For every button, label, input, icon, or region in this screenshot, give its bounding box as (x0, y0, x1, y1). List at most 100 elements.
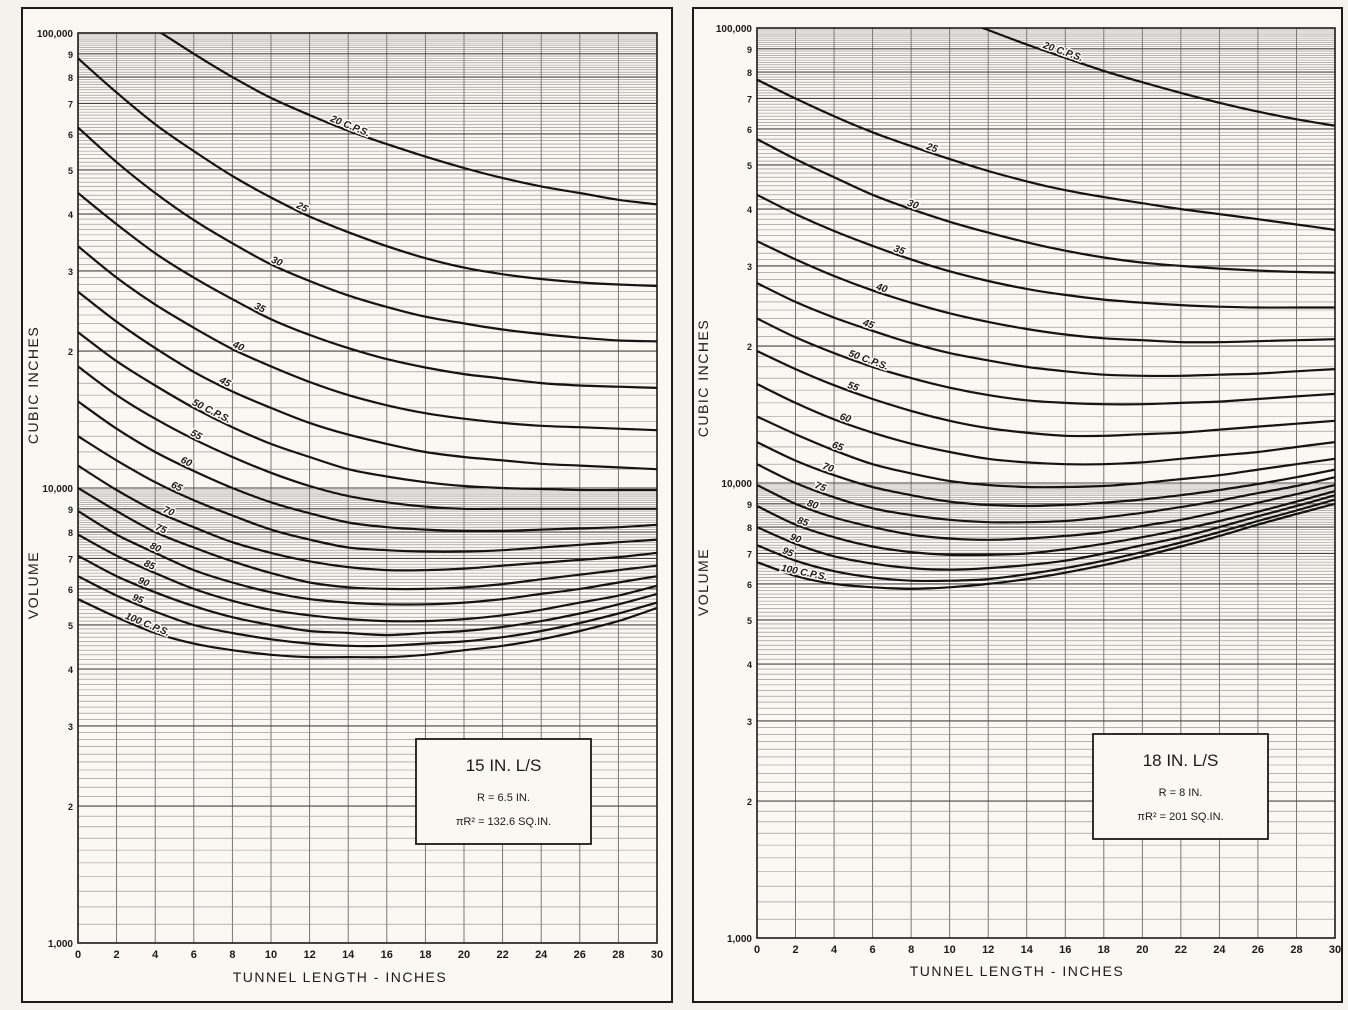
series-line-45 (757, 282, 1335, 378)
speaker-info-box: 18 IN. L/S R = 8 IN. πR² = 201 SQ.IN. (1092, 733, 1269, 840)
plot-area-border (756, 27, 1336, 939)
series-line-80 (757, 483, 1335, 541)
y-tick-label: 100,000 (716, 24, 753, 35)
y-tick-label: 3 (68, 722, 73, 732)
x-tick-label: 22 (496, 949, 508, 961)
series-line-65 (78, 435, 657, 553)
x-tick-label: 6 (191, 949, 197, 961)
series-line-30 (78, 126, 657, 343)
series-line-70 (78, 464, 657, 572)
series-line-60 (78, 400, 657, 533)
series-line-55 (78, 365, 657, 511)
series-line-40 (78, 245, 657, 432)
x-tick-label: 12 (982, 944, 994, 956)
x-tick-label: 26 (574, 949, 586, 961)
x-tick-label: 2 (114, 949, 120, 961)
chart-panel-2: 0 2 4 6 8 10 12 14 16 18 20 22 24 26 28 301,00023456789… (692, 7, 1343, 1003)
series-line-75 (78, 487, 657, 591)
info-box-line: πR² = 132.6 SQ.IN. (456, 816, 551, 828)
x-tick-label: 26 (1252, 944, 1264, 956)
info-box-line: πR² = 201 SQ.IN. (1137, 811, 1223, 823)
series-line-25 (78, 57, 657, 288)
y-tick-label: 3 (747, 717, 752, 727)
series-line-90 (757, 494, 1335, 571)
x-tick-label: 4 (831, 944, 838, 956)
y-tick-label: 9 (68, 50, 73, 60)
y-tick-label: 8 (68, 73, 73, 83)
x-axis-label: TUNNEL LENGTH - INCHES (910, 963, 1125, 979)
series-line-20-c-p-s- (159, 33, 657, 206)
y-axis-label-top: CUBIC INCHES (25, 326, 41, 444)
series-line-50-c-p-s- (78, 331, 657, 492)
y-tick-label: 4 (68, 210, 73, 220)
y-tick-label: 8 (747, 523, 752, 533)
series-line-40 (757, 240, 1335, 344)
x-tick-label: 28 (612, 949, 624, 961)
series-line-30 (757, 138, 1335, 274)
series-line-95 (757, 498, 1335, 583)
y-tick-label: 3 (68, 267, 73, 277)
series-line-75 (757, 463, 1335, 524)
x-tick-label: 16 (381, 949, 393, 961)
y-tick-label: 6 (747, 580, 752, 590)
y-tick-label: 100,000 (37, 29, 74, 40)
y-tick-label: 9 (68, 505, 73, 515)
series-line-85 (757, 490, 1335, 557)
x-tick-label: 30 (1329, 944, 1341, 956)
x-tick-label: 20 (458, 949, 470, 961)
x-tick-label: 10 (265, 949, 277, 961)
y-tick-label: 7 (68, 99, 73, 109)
y-tick-label: 9 (747, 500, 752, 510)
x-tick-label: 16 (1059, 944, 1071, 956)
x-tick-label: 30 (651, 949, 663, 961)
x-tick-label: 24 (1213, 944, 1226, 956)
info-box-frame (415, 738, 592, 845)
y-tick-label: 2 (68, 347, 73, 357)
chart-panel-1: 0 2 4 6 8 10 12 14 16 18 20 22 24 26 28 301,00023456789… (21, 7, 673, 1003)
y-tick-label: 5 (747, 161, 752, 171)
series-line-85 (78, 533, 657, 623)
y-tick-label: 5 (747, 616, 752, 626)
info-box-line: R = 6.5 IN. (477, 792, 530, 804)
x-tick-label: 14 (342, 949, 355, 961)
y-tick-label: 1,000 (727, 934, 752, 945)
x-tick-label: 8 (229, 949, 235, 961)
y-tick-label: 3 (747, 262, 752, 272)
y-tick-label: 4 (747, 660, 752, 670)
series-curves (78, 33, 657, 659)
series-line-35 (757, 193, 1335, 309)
y-axis-label-top: CUBIC INCHES (695, 319, 711, 437)
series-line-80 (78, 510, 657, 606)
info-box-title: 18 IN. L/S (1143, 751, 1219, 770)
y-axis-label-bottom: VOLUME (25, 551, 41, 619)
series-line-100-c-p-s- (78, 598, 657, 659)
x-tick-label: 24 (535, 949, 548, 961)
y-tick-label: 10,000 (42, 484, 73, 495)
x-tick-label: 0 (75, 949, 81, 961)
y-tick-label: 7 (747, 94, 752, 104)
y-axis-label-bottom: VOLUME (695, 548, 711, 616)
series-line-50-c-p-s- (757, 317, 1335, 406)
y-tick-label: 9 (747, 45, 752, 55)
y-tick-label: 8 (68, 528, 73, 538)
y-tick-label: 5 (68, 166, 73, 176)
y-tick-label: 4 (68, 665, 73, 675)
y-tick-label: 6 (747, 125, 752, 135)
series-line-60 (757, 383, 1335, 466)
y-tick-label: 7 (68, 554, 73, 564)
series-line-65 (757, 415, 1335, 489)
x-tick-label: 12 (303, 949, 315, 961)
x-tick-label: 0 (754, 944, 760, 956)
y-tick-label: 8 (747, 68, 752, 78)
series-line-70 (757, 441, 1335, 508)
y-tick-label: 2 (68, 802, 73, 812)
x-tick-label: 14 (1021, 944, 1034, 956)
series-curves (757, 28, 1335, 590)
y-tick-label: 2 (747, 797, 752, 807)
y-tick-label: 5 (68, 621, 73, 631)
chart-frame (21, 7, 673, 1003)
y-tick-label: 4 (747, 205, 752, 215)
x-axis-label: TUNNEL LENGTH - INCHES (233, 969, 448, 985)
